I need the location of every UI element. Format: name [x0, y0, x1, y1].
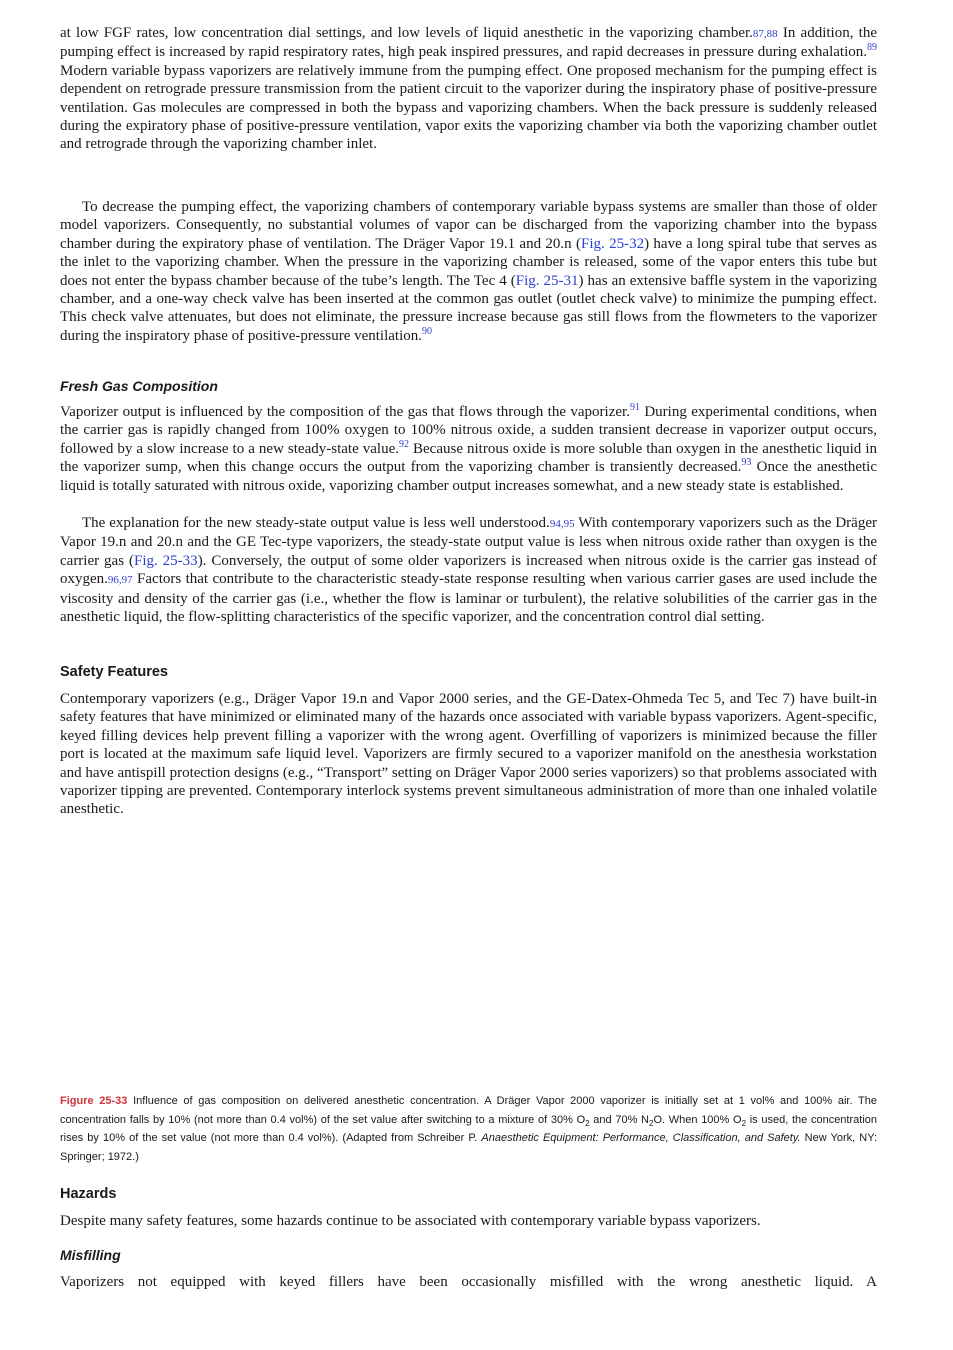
- figure-link[interactable]: Fig. 25-31: [515, 272, 579, 289]
- paragraph: Contemporary vaporizers (e.g., Dräger Va…: [60, 690, 877, 819]
- text-run: ) has an extensive baffle system in the …: [60, 272, 877, 344]
- citation: 87,88: [752, 28, 778, 40]
- paragraph: Vaporizers not equipped with keyed fille…: [60, 1273, 877, 1291]
- text-run: and 70% N: [589, 1113, 649, 1126]
- text-run: ). Conversely, the output of some older …: [60, 552, 877, 588]
- text-run: Vaporizer output is influenced by the co…: [60, 404, 630, 420]
- citation: 90: [422, 325, 432, 337]
- figure-label: Figure 25-33: [60, 1095, 128, 1107]
- subheading: Fresh Gas Composition: [60, 378, 218, 394]
- italic-text: Anaesthetic Equipment: Performance, Clas…: [481, 1132, 801, 1145]
- paragraph: Despite many safety features, some hazar…: [60, 1212, 877, 1230]
- text-run: During experimental conditions, when the…: [60, 404, 878, 457]
- text-run: Contemporary vaporizers (e.g., Dräger Va…: [60, 691, 877, 818]
- paragraph: at low FGF rates, low concentration dial…: [60, 24, 877, 154]
- citation: 96,97: [107, 574, 133, 587]
- text-run: Modern variable bypass vaporizers are re…: [60, 62, 877, 153]
- text-run: The explanation for the new steady-state…: [82, 515, 550, 531]
- subheading: Misfilling: [60, 1247, 121, 1263]
- text-run: Vaporizers not equipped with keyed fille…: [60, 1274, 877, 1290]
- citation: 91: [629, 402, 640, 413]
- text-run: ) have a long spiral tube that serves as…: [60, 235, 877, 289]
- text-run: Because nitrous oxide is more soluble th…: [60, 440, 877, 476]
- heading: Safety Features: [60, 664, 168, 680]
- caption-text: Influence of gas composition on delivere…: [60, 1095, 877, 1163]
- citation: 89: [867, 42, 877, 54]
- citation: 92: [398, 438, 409, 450]
- figure-link[interactable]: Fig. 25-32: [581, 235, 645, 252]
- text-run: In addition, the pumping effect is incre…: [60, 25, 877, 61]
- citation: 94,95: [549, 518, 575, 530]
- figure-caption: Figure 25-33 Influence of gas compositio…: [60, 1092, 877, 1166]
- citation: 93: [741, 457, 752, 469]
- text-run: is used, the concentration rises by 10% …: [60, 1113, 877, 1145]
- figure-link[interactable]: Fig. 25-33: [133, 552, 198, 569]
- text-run: To decrease the pumping effect, the vapo…: [60, 199, 877, 252]
- subscript: 2: [649, 1118, 654, 1128]
- text-run: New York, NY: Springer; 1972.): [60, 1132, 877, 1163]
- text-run: Factors that contribute to the character…: [60, 571, 877, 626]
- text-run: With contemporary vaporizers such as the…: [60, 515, 877, 569]
- paragraph: To decrease the pumping effect, the vapo…: [60, 198, 877, 345]
- subscript: 2: [585, 1118, 590, 1128]
- text-run: Despite many safety features, some hazar…: [60, 1213, 761, 1229]
- paragraph: The explanation for the new steady-state…: [60, 514, 877, 626]
- text-run: Influence of gas composition on delivere…: [60, 1095, 877, 1126]
- text-run: Once the anesthetic liquid is totally sa…: [60, 459, 877, 494]
- text-run: O. When 100% O: [653, 1113, 742, 1126]
- subscript: 2: [741, 1118, 747, 1128]
- text-run: at low FGF rates, low concentration dial…: [60, 25, 753, 41]
- heading: Hazards: [60, 1186, 117, 1202]
- paragraph: Vaporizer output is influenced by the co…: [60, 403, 877, 495]
